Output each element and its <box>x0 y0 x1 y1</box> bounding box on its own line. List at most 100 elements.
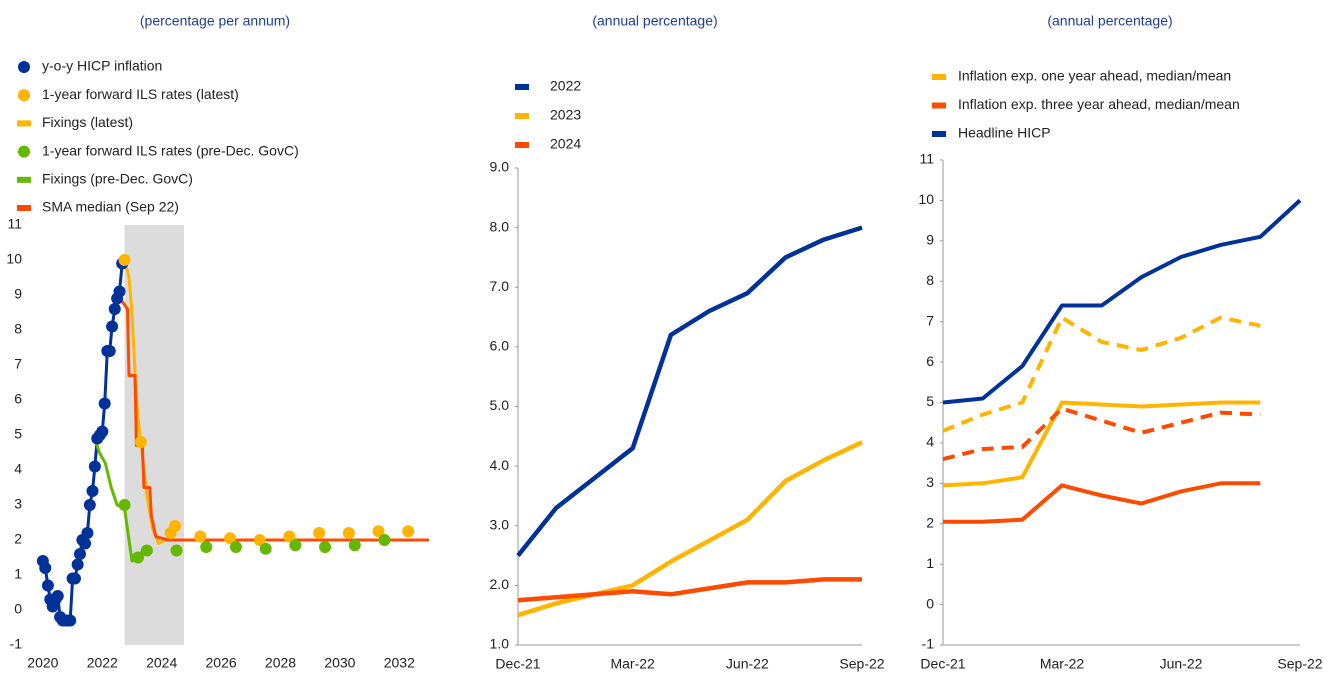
y-tick-label: 1.0 <box>490 636 510 652</box>
y-tick-label: 7.0 <box>490 278 510 294</box>
data-point <box>313 527 326 539</box>
x-tick-label: 2028 <box>265 655 296 671</box>
series-line <box>942 400 1261 488</box>
data-point <box>170 544 183 557</box>
legend-label: 2023 <box>550 107 581 123</box>
data-point <box>402 525 415 538</box>
x-tick-label: Mar-22 <box>610 656 655 672</box>
data-point <box>372 525 385 538</box>
data-point <box>74 548 87 560</box>
legend-label: 2022 <box>550 78 581 94</box>
series-line <box>118 297 429 542</box>
y-tick-label: 11 <box>7 216 22 232</box>
data-point <box>106 320 119 333</box>
x-tick-label: 2022 <box>87 655 118 671</box>
y-tick-label: -1 <box>10 636 23 652</box>
x-tick-label: Sep-22 <box>839 656 884 672</box>
data-point <box>71 558 84 571</box>
data-point <box>118 254 131 266</box>
legend-marker <box>18 61 30 73</box>
legend-marker <box>17 120 31 127</box>
y-tick-label: 2 <box>926 514 934 530</box>
data-point <box>259 542 272 555</box>
y-tick-label: 8 <box>926 272 934 288</box>
y-tick-label: 2.0 <box>490 576 510 592</box>
legend-label: Inflation exp. one year ahead, median/me… <box>958 68 1231 84</box>
data-point <box>224 532 237 545</box>
legend-label: Headline HICP <box>958 125 1051 141</box>
y-tick-label: 5 <box>926 393 934 409</box>
legend-marker <box>18 89 30 102</box>
data-point <box>134 436 147 448</box>
data-point <box>98 397 111 410</box>
data-point <box>342 527 355 539</box>
y-tick-label: 11 <box>919 151 934 167</box>
data-point <box>169 520 182 532</box>
y-tick-label: 1 <box>14 566 22 582</box>
shaded-period <box>124 225 184 645</box>
x-tick-label: Mar-22 <box>1040 656 1085 672</box>
data-point <box>103 345 116 357</box>
data-point <box>131 551 144 564</box>
legend-label: 1-year forward ILS rates (pre-Dec. GovC) <box>42 142 299 158</box>
y-tick-label: 10 <box>918 191 934 207</box>
y-tick-label: 7 <box>926 312 934 328</box>
data-point <box>79 537 92 550</box>
data-point <box>108 303 121 315</box>
y-tick-label: 3 <box>14 496 22 512</box>
legend-marker <box>17 176 31 183</box>
series-line-dashed <box>942 406 1261 462</box>
legend-label: SMA median (Sep 22) <box>42 199 179 215</box>
legend-label: Fixings (latest) <box>42 114 133 130</box>
y-tick-label: 8.0 <box>490 218 510 234</box>
y-tick-label: 9 <box>926 232 934 248</box>
data-point <box>81 527 94 539</box>
y-tick-label: 4 <box>926 434 934 450</box>
y-tick-label: 4.0 <box>490 457 510 473</box>
data-point <box>378 534 391 546</box>
data-point <box>348 539 361 552</box>
legend-label: Inflation exp. three year ahead, median/… <box>958 96 1240 112</box>
data-point <box>200 541 213 553</box>
y-tick-label: 2 <box>14 531 22 547</box>
data-point <box>289 539 302 552</box>
y-tick-label: 5 <box>14 426 22 442</box>
data-point <box>83 499 96 511</box>
series-line <box>942 198 1302 405</box>
x-tick-label: 2020 <box>27 655 58 671</box>
legend-marker <box>932 131 946 137</box>
y-tick-label: 9.0 <box>490 159 510 175</box>
x-tick-label: 2024 <box>146 655 177 671</box>
data-point <box>96 425 109 438</box>
data-point <box>253 534 266 546</box>
data-point <box>86 485 99 497</box>
legend-label: Fixings (pre-Dec. GovC) <box>42 171 193 187</box>
x-tick-label: Jun-22 <box>1160 656 1203 672</box>
y-tick-label: 0 <box>926 595 934 611</box>
data-point <box>51 590 64 602</box>
y-tick-label: 6.0 <box>490 338 510 354</box>
data-point <box>68 572 81 585</box>
y-tick-label: 7 <box>14 356 22 372</box>
data-point <box>88 460 101 473</box>
y-tick-label: 6 <box>926 353 934 369</box>
legend-marker <box>932 74 946 80</box>
x-tick-label: Jun-22 <box>726 656 769 672</box>
data-point <box>41 579 54 592</box>
data-point <box>194 530 207 543</box>
x-tick-label: 2030 <box>324 655 355 671</box>
series-line <box>516 225 863 558</box>
series-line <box>517 577 862 603</box>
y-tick-label: 8 <box>14 321 22 337</box>
data-point <box>319 541 332 553</box>
data-point <box>118 499 131 511</box>
y-tick-label: 1 <box>926 555 934 571</box>
legend-label: 1-year forward ILS rates (latest) <box>42 86 239 102</box>
y-tick-label: 10 <box>6 251 22 267</box>
data-point <box>39 562 52 574</box>
legend-marker <box>17 205 31 211</box>
legend-marker <box>515 113 529 119</box>
x-tick-label: Sep-22 <box>1277 656 1322 672</box>
y-tick-label: 3.0 <box>490 516 510 532</box>
